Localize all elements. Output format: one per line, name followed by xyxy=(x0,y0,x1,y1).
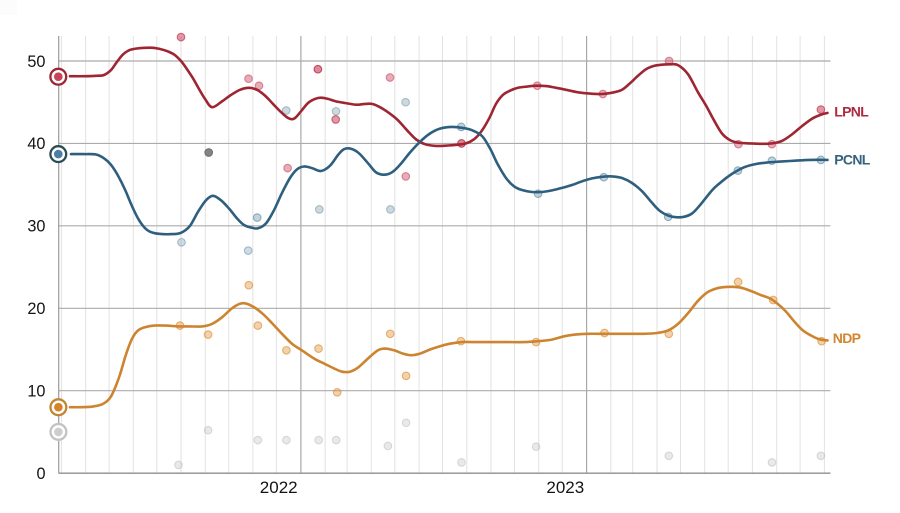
svg-text:10: 10 xyxy=(27,383,45,401)
svg-text:50: 50 xyxy=(27,53,45,71)
svg-text:40: 40 xyxy=(27,135,45,153)
svg-text:NDP: NDP xyxy=(833,330,861,346)
svg-text:0: 0 xyxy=(36,465,45,483)
svg-text:PCNL: PCNL xyxy=(834,152,870,168)
svg-text:30: 30 xyxy=(27,218,45,236)
svg-text:2023: 2023 xyxy=(546,478,584,497)
svg-text:20: 20 xyxy=(27,300,45,318)
svg-text:LPNL: LPNL xyxy=(834,104,869,120)
svg-text:2022: 2022 xyxy=(260,478,298,497)
